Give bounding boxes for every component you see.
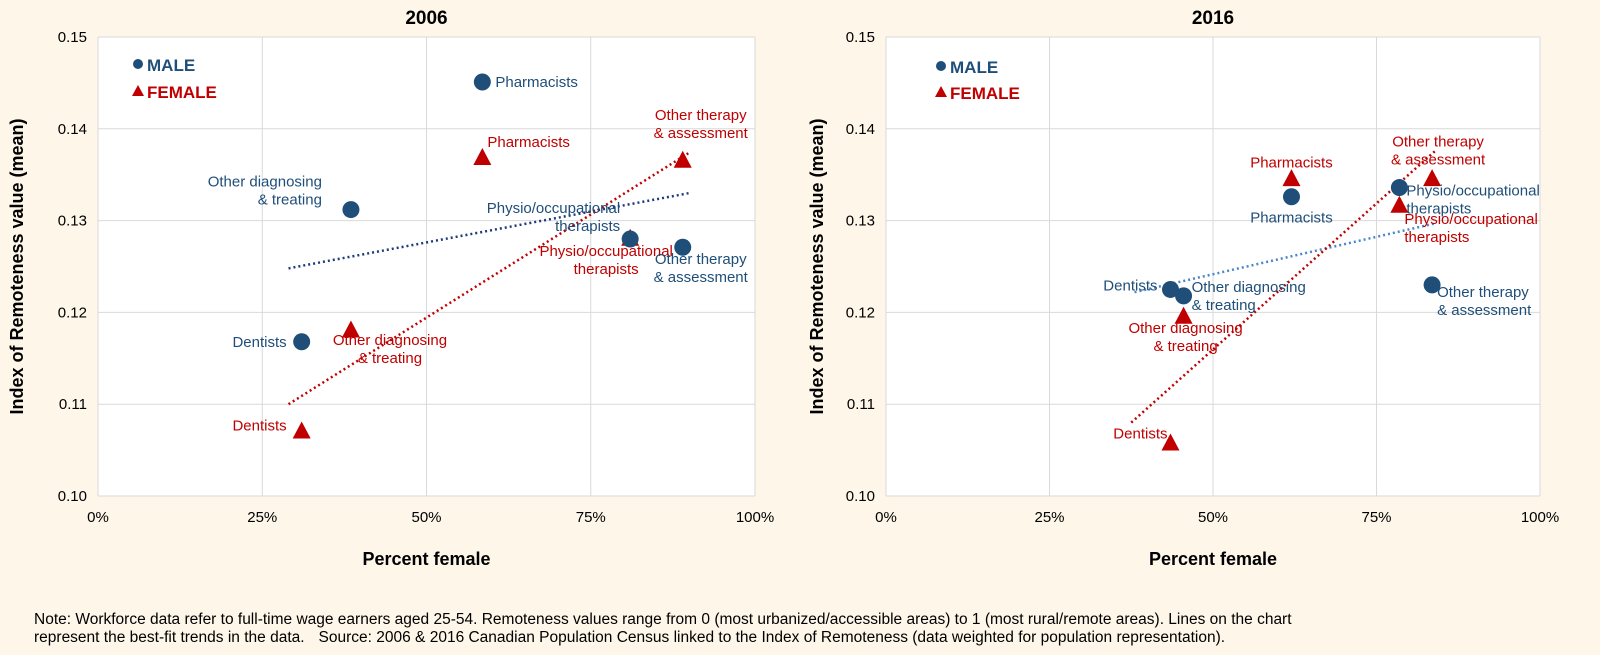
x-axis-label: Percent female [1149, 549, 1277, 569]
legend-female-label: FEMALE [147, 83, 217, 102]
chart-2006: 0% 25% 50% 75% 100% 0.10 0.11 0.12 0.13 0.14 0.15 2… [7, 8, 774, 569]
male-point [473, 73, 491, 91]
male-point [1390, 179, 1408, 197]
x-tick-label: 25% [247, 509, 277, 526]
legend-female-label: FEMALE [950, 84, 1020, 103]
legend-male-marker [133, 59, 143, 69]
x-tick-label: 0% [87, 509, 109, 526]
x-tick-label: 100% [1521, 509, 1559, 526]
y-tick-label: 0.11 [847, 396, 875, 413]
female-point-label: Pharmacists [1250, 154, 1333, 171]
chart-title: 2006 [405, 8, 447, 29]
female-point [341, 320, 360, 338]
female-point-label: Pharmacists [487, 134, 570, 151]
note-line-1: Note: Workforce data refer to full-time … [34, 611, 1292, 628]
male-point [342, 201, 360, 219]
male-point-label: Pharmacists [1250, 210, 1333, 227]
y-tick-label: 0.13 [58, 213, 87, 230]
female-point-label: Dentists [232, 418, 286, 435]
y-tick-label: 0.15 [58, 29, 87, 46]
male-point [674, 238, 692, 256]
male-point [1423, 276, 1441, 294]
male-point-label: Other diagnosing & treating [208, 174, 322, 209]
note-trend-text: represent the best-fit trends in the dat… [34, 629, 305, 646]
female-point-label: Physio/occupational therapists [539, 243, 672, 278]
male-point [1161, 280, 1179, 298]
male-point-label: Dentists [1103, 277, 1157, 294]
female-point [292, 421, 311, 439]
y-tick-label: 0.11 [59, 396, 87, 413]
y-tick-label: 0.12 [846, 304, 875, 321]
legend-male-marker [936, 61, 946, 71]
y-axis-label: Index of Remoteness value (mean) [807, 118, 827, 414]
y-tick-label: 0.10 [846, 488, 875, 505]
legend-female-marker [132, 85, 144, 96]
female-point [1282, 169, 1301, 187]
legend-male-label: MALE [147, 56, 195, 75]
male-point-label: Pharmacists [495, 74, 578, 91]
chart-title: 2016 [1192, 8, 1234, 29]
female-point [673, 150, 692, 168]
male-point-label: Physio/occupational therapists [1406, 183, 1539, 218]
x-tick-label: 75% [1361, 509, 1391, 526]
legend-male-label: MALE [950, 58, 998, 77]
female-point-label: Other diagnosing & treating [1128, 320, 1242, 355]
x-tick-label: 50% [1198, 509, 1228, 526]
male-point-label: Other diagnosing & treating [1192, 279, 1306, 314]
female-point [1423, 169, 1442, 187]
y-tick-label: 0.10 [58, 488, 87, 505]
male-point [1282, 188, 1300, 206]
y-tick-label: 0.15 [846, 29, 875, 46]
male-point [621, 230, 639, 248]
x-axis-label: Percent female [362, 549, 490, 569]
legend-female-marker [935, 86, 947, 97]
male-point [293, 333, 311, 351]
x-tick-label: 100% [736, 509, 774, 526]
source-text: Source: 2006 & 2016 Canadian Population … [318, 629, 1226, 646]
female-point-label: Other therapy & assessment [1391, 133, 1486, 168]
female-point-label: Other diagnosing & treating [333, 332, 447, 367]
female-point [473, 147, 492, 165]
y-tick-label: 0.14 [58, 121, 87, 138]
female-point [1174, 306, 1193, 324]
female-point [1161, 433, 1180, 451]
female-point-label: Other therapy & assessment [654, 107, 749, 142]
x-tick-label: 75% [576, 509, 606, 526]
male-point-label: Other therapy & assessment [1437, 284, 1532, 319]
x-tick-label: 25% [1034, 509, 1064, 526]
male-trend-line [1134, 222, 1436, 294]
chart-2016: 0% 25% 50% 75% 100% 0.10 0.11 0.12 0.13 0.14 0.15 2… [807, 8, 1559, 569]
y-axis-label: Index of Remoteness value (mean) [7, 118, 27, 414]
x-tick-label: 0% [875, 509, 897, 526]
y-tick-label: 0.12 [58, 304, 87, 321]
female-point-label: Physio/occupational therapists [1404, 211, 1537, 246]
x-tick-label: 50% [411, 509, 441, 526]
female-point-label: Dentists [1113, 426, 1167, 443]
female-point [1390, 195, 1409, 213]
female-trend-line [287, 151, 690, 406]
footnote: Note: Workforce data refer to full-time … [34, 611, 1574, 647]
note-line-2: represent the best-fit trends in the dat… [34, 629, 1574, 647]
y-tick-label: 0.14 [846, 121, 875, 138]
male-point-label: Physio/occupational therapists [487, 200, 620, 235]
male-point-label: Dentists [232, 334, 286, 351]
y-tick-label: 0.13 [846, 213, 875, 230]
male-point [1175, 287, 1193, 305]
male-point-label: Other therapy & assessment [654, 251, 749, 286]
